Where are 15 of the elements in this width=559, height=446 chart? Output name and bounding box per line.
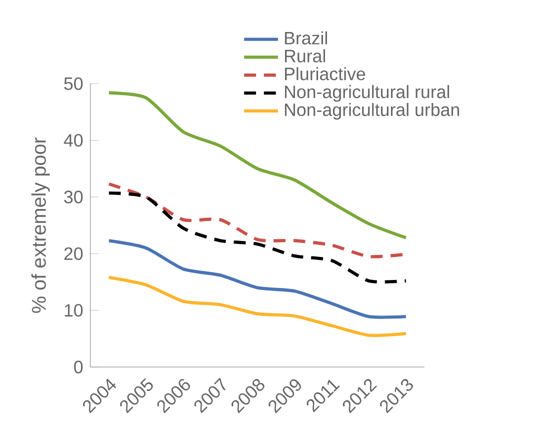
y-axis-title: % of extremely poor: [31, 137, 50, 313]
line-series: [107, 239, 408, 319]
legend-label: Non-agricultural urban: [285, 102, 460, 120]
line-series: [107, 191, 408, 284]
y-tick-label: 50: [64, 77, 83, 90]
legend-label: Brazil: [285, 31, 327, 44]
y-tick-label: 10: [64, 304, 83, 317]
y-tick-label: 20: [64, 247, 83, 260]
legend-label: Pluriactive: [285, 67, 366, 80]
legend-label: Rural: [285, 49, 326, 62]
line-series: [107, 276, 408, 338]
y-tick-label: 40: [64, 134, 83, 147]
y-tick-label: 30: [64, 190, 83, 204]
y-tick-label: 0: [74, 360, 83, 374]
legend-label: Non-agricultural rural: [285, 85, 450, 102]
